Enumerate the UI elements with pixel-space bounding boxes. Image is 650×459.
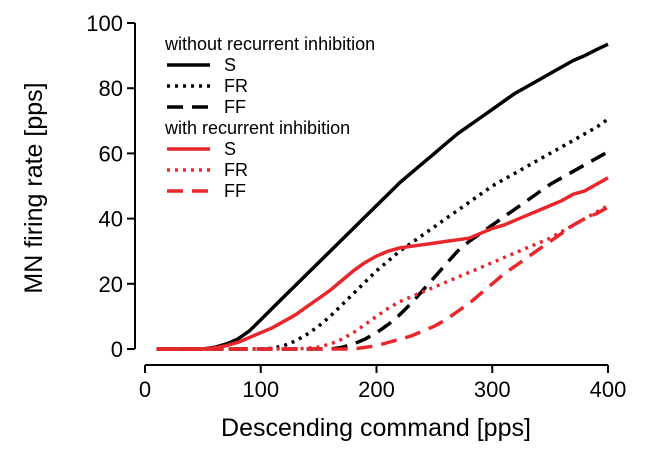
x-tick-label: 200: [358, 377, 395, 402]
y-tick-label: 100: [86, 11, 123, 36]
y-tick-label: 60: [99, 141, 123, 166]
legend-entry-label: S: [224, 139, 236, 159]
plot-area: 0 20 40 60 80 100 0 100 200 300 400: [86, 11, 626, 402]
legend-entry-label: S: [224, 55, 236, 75]
legend-group-heading: without recurrent inhibition: [164, 34, 375, 54]
x-tick-label: 400: [590, 377, 627, 402]
legend-entry-label: FF: [224, 181, 246, 201]
series-line-with-s: [156, 176, 609, 351]
y-tick-label: 0: [111, 337, 123, 362]
series-line-with-fr: [156, 204, 609, 351]
y-tick-label: 40: [99, 207, 123, 232]
x-tick-label: 0: [139, 377, 151, 402]
series-line-without-s: [156, 42, 609, 351]
series-line-without-ff: [156, 150, 609, 351]
x-tick-label: 100: [242, 377, 279, 402]
legend-entry-label: FR: [224, 160, 248, 180]
x-axis-label: Descending command [pps]: [221, 414, 531, 442]
y-tick-label: 20: [99, 272, 123, 297]
legend-group-heading: with recurrent inhibition: [164, 118, 350, 138]
series-layer: [156, 42, 610, 351]
series-line-without-fr: [156, 117, 610, 351]
legend-entry-label: FR: [224, 76, 248, 96]
series-line-with-ff: [156, 205, 609, 351]
y-tick-label: 80: [99, 76, 123, 101]
y-axis-label: MN firing rate [pps]: [20, 82, 48, 293]
x-tick-label: 300: [474, 377, 511, 402]
legend-entry-label: FF: [224, 97, 246, 117]
